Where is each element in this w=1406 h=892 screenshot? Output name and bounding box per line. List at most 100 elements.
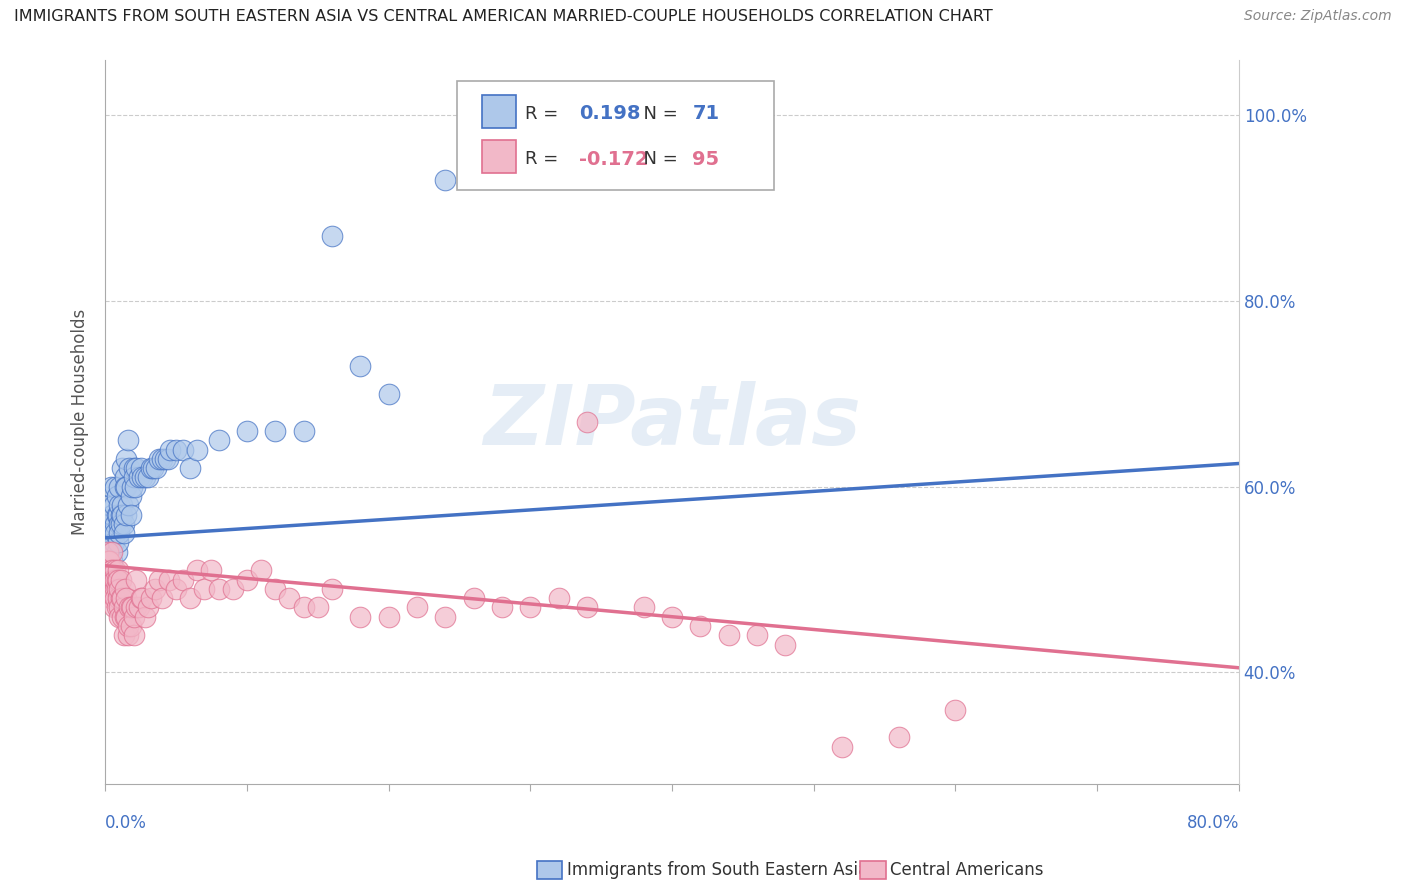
Point (103, 573, 125, 587)
Point (103, 573, 125, 587)
Point (186, 563, 208, 577)
Point (775, 638, 797, 652)
Point (97, 516, 120, 531)
Point (519, 600, 541, 615)
Point (134, 470, 156, 484)
Point (98, 526, 121, 541)
Point (321, 582, 343, 596)
Point (122, 470, 145, 484)
Point (172, 573, 194, 587)
Point (105, 600, 128, 615)
Point (120, 508, 142, 522)
Point (97, 545, 120, 559)
Point (349, 609, 371, 624)
Point (134, 609, 156, 624)
Point (101, 591, 124, 606)
Point (491, 600, 513, 615)
Point (117, 628, 139, 642)
Text: 95: 95 (692, 150, 720, 169)
Point (101, 545, 124, 559)
Point (98, 554, 121, 568)
Text: Immigrants from South Eastern Asia: Immigrants from South Eastern Asia (567, 861, 868, 879)
Point (97, 573, 120, 587)
Point (108, 480, 131, 494)
Point (278, 591, 301, 606)
Point (434, 173, 457, 187)
Text: Source: ZipAtlas.com: Source: ZipAtlas.com (1244, 9, 1392, 23)
Text: N =: N = (633, 105, 683, 123)
Point (104, 573, 127, 587)
Point (112, 600, 135, 615)
Point (165, 582, 187, 596)
Point (104, 582, 127, 596)
Point (97, 554, 120, 568)
Point (139, 591, 162, 606)
Point (104, 516, 127, 531)
Point (108, 609, 131, 624)
Point (108, 516, 131, 531)
Point (107, 535, 129, 549)
Point (117, 434, 139, 448)
Point (101, 508, 124, 522)
Point (125, 600, 148, 615)
Point (207, 434, 229, 448)
Text: 80.0%: 80.0% (1187, 814, 1239, 832)
Point (111, 591, 134, 606)
Text: Central Americans: Central Americans (890, 861, 1043, 879)
Point (100, 545, 122, 559)
Point (124, 480, 146, 494)
Point (406, 600, 429, 615)
Point (115, 480, 138, 494)
Point (105, 508, 128, 522)
Point (222, 582, 245, 596)
Point (887, 731, 910, 745)
Point (111, 609, 134, 624)
Point (321, 229, 343, 244)
Point (104, 480, 127, 494)
Point (115, 591, 138, 606)
Point (128, 600, 150, 615)
Text: ZIPatlas: ZIPatlas (484, 381, 860, 462)
Point (131, 591, 153, 606)
Point (110, 516, 132, 531)
FancyBboxPatch shape (457, 81, 775, 190)
Point (121, 600, 143, 615)
Point (107, 508, 129, 522)
Point (120, 600, 142, 615)
Point (264, 582, 287, 596)
Point (114, 470, 136, 484)
Point (111, 508, 134, 522)
Text: -0.172: -0.172 (579, 150, 648, 169)
Point (633, 600, 655, 615)
Point (104, 563, 127, 577)
Point (96, 554, 118, 568)
Point (250, 563, 273, 577)
Point (193, 582, 215, 596)
Point (159, 442, 181, 457)
Point (689, 619, 711, 633)
Point (661, 609, 683, 624)
Point (115, 609, 138, 624)
Point (157, 573, 180, 587)
Point (186, 442, 208, 457)
Point (114, 609, 136, 624)
Point (103, 498, 125, 512)
Point (118, 600, 141, 615)
Point (100, 563, 122, 577)
Point (101, 554, 124, 568)
Point (575, 415, 598, 429)
Point (110, 573, 132, 587)
Point (139, 461, 162, 475)
Point (108, 526, 131, 541)
Text: N =: N = (633, 150, 683, 169)
Point (831, 739, 853, 754)
Point (945, 702, 967, 716)
Point (122, 609, 145, 624)
Point (207, 582, 229, 596)
Point (111, 461, 134, 475)
Text: 71: 71 (692, 104, 720, 123)
Point (97, 563, 120, 577)
Point (101, 582, 124, 596)
Point (100, 573, 122, 587)
Point (110, 591, 132, 606)
